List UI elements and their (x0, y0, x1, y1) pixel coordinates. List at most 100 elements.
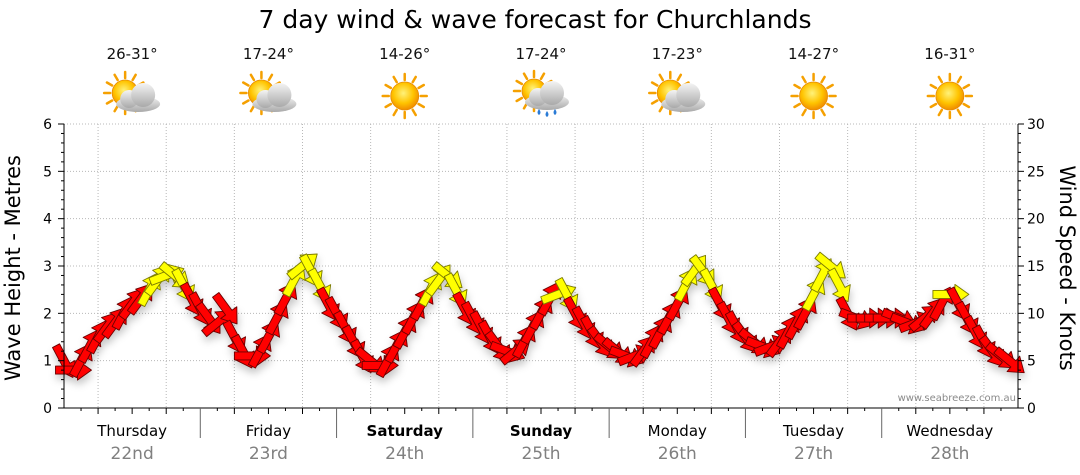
sun-ray (658, 104, 665, 113)
sun-ray (411, 75, 417, 84)
rain-drop (537, 109, 541, 115)
right-tick-label: 20 (1027, 212, 1045, 228)
temperature-label: 17-24° (243, 45, 294, 63)
sun-ray (515, 79, 524, 86)
right-tick-label: 10 (1027, 306, 1045, 322)
sun-ray (826, 102, 834, 109)
sun-ray (411, 108, 417, 117)
weather-partly-cloudy-icon (648, 70, 706, 116)
day-name-label: Wednesday (906, 422, 993, 440)
sun-ray (249, 104, 256, 113)
sun-ray (658, 73, 665, 82)
sun-ray (522, 72, 529, 81)
sun-ray (241, 99, 250, 105)
sun-ray (820, 75, 826, 84)
sun-ray (384, 83, 393, 90)
right-tick-label: 5 (1027, 354, 1036, 370)
weather-row: 26-31° 17-24° 14-26° 17-24° 17-23° 14-27° 16-3… (102, 45, 975, 120)
right-tick-label: 30 (1027, 117, 1045, 133)
chart-title: 7 day wind & wave forecast for Churchlan… (258, 5, 811, 34)
cloud-puff (267, 83, 292, 107)
sun-ray (249, 73, 256, 82)
left-tick-label: 1 (43, 354, 52, 370)
day-date-label: 25th (521, 444, 560, 464)
day-name-label: Tuesday (782, 422, 844, 440)
wind-arrow (993, 346, 1025, 374)
day-date-label: 22nd (111, 444, 154, 464)
cloud-puff (676, 83, 701, 107)
day-name-label: Sunday (510, 422, 573, 440)
sun-ray (956, 108, 963, 117)
sun-ray (113, 104, 119, 113)
sun-ray (515, 96, 524, 103)
rain-drop (545, 111, 549, 117)
cloud-shape (661, 83, 706, 112)
sun-ray (801, 75, 807, 84)
left-tick-label: 4 (43, 212, 52, 228)
day-date-label: 23rd (249, 444, 288, 464)
rain-drops (537, 109, 557, 117)
sun-ray (131, 73, 137, 82)
sun-rays (926, 72, 974, 120)
cloud-shape (525, 81, 569, 110)
grid-lines (64, 123, 1018, 408)
sun-ray (793, 83, 801, 90)
temperature-label: 26-31° (107, 45, 158, 63)
temperature-label: 16-31° (924, 45, 975, 63)
sun-ray (392, 108, 398, 117)
left-axis-title: Wave Height - Metres (1, 155, 25, 381)
sun-ray (801, 108, 807, 117)
cloud-puff (131, 83, 156, 107)
sun-ray (962, 83, 971, 90)
day-date-label: 26th (658, 444, 697, 464)
day-date-label: 24th (385, 444, 424, 464)
sun-disc (390, 81, 420, 111)
weather-showers-icon (512, 69, 569, 117)
wind-arrows (52, 251, 1025, 381)
sun-ray (826, 83, 834, 90)
sun-ray (539, 72, 546, 81)
right-tick-label: 0 (1027, 401, 1036, 417)
right-axis-title: Wind Speed - Knots (1055, 165, 1079, 370)
sun-disc (935, 81, 965, 111)
sun-ray (267, 73, 274, 82)
sun-disc (799, 81, 828, 111)
temperature-label: 14-26° (379, 45, 430, 63)
temperature-label: 17-24° (515, 45, 566, 63)
day-name-label: Monday (648, 422, 707, 440)
left-tick-label: 6 (43, 117, 52, 133)
sun-ray (650, 81, 659, 87)
sun-rays (381, 72, 428, 120)
sun-ray (962, 102, 971, 109)
left-tick-label: 0 (43, 401, 52, 417)
right-tick-label: 25 (1027, 164, 1045, 180)
sun-ray (937, 108, 944, 117)
sun-rays (790, 72, 837, 120)
sun-ray (929, 102, 938, 109)
axes: 0 1 2 3 4 5 6 0 5 10 15 20 25 30 (43, 117, 1045, 438)
weather-sunny-icon (790, 72, 837, 120)
sun-ray (820, 108, 826, 117)
sun-ray (417, 102, 426, 109)
sun-ray (793, 102, 801, 109)
left-tick-label: 5 (43, 164, 52, 180)
sun-ray (105, 81, 114, 87)
sun-ray (113, 73, 119, 82)
sun-ray (937, 75, 944, 84)
sun-ray (676, 73, 683, 82)
right-tick-label: 15 (1027, 259, 1045, 275)
sun-ray (392, 75, 398, 84)
cloud-puff (540, 81, 564, 105)
cloud-shape (252, 83, 297, 112)
temperature-label: 14-27° (788, 45, 839, 63)
temperature-label: 17-23° (652, 45, 703, 63)
day-name-label: Saturday (367, 422, 444, 440)
sun-ray (956, 75, 963, 84)
sun-ray (650, 99, 659, 105)
left-tick-label: 3 (43, 259, 52, 275)
sun-ray (105, 99, 114, 105)
sun-ray (241, 81, 250, 87)
weather-partly-cloudy-icon (102, 70, 161, 116)
sun-ray (929, 83, 938, 90)
